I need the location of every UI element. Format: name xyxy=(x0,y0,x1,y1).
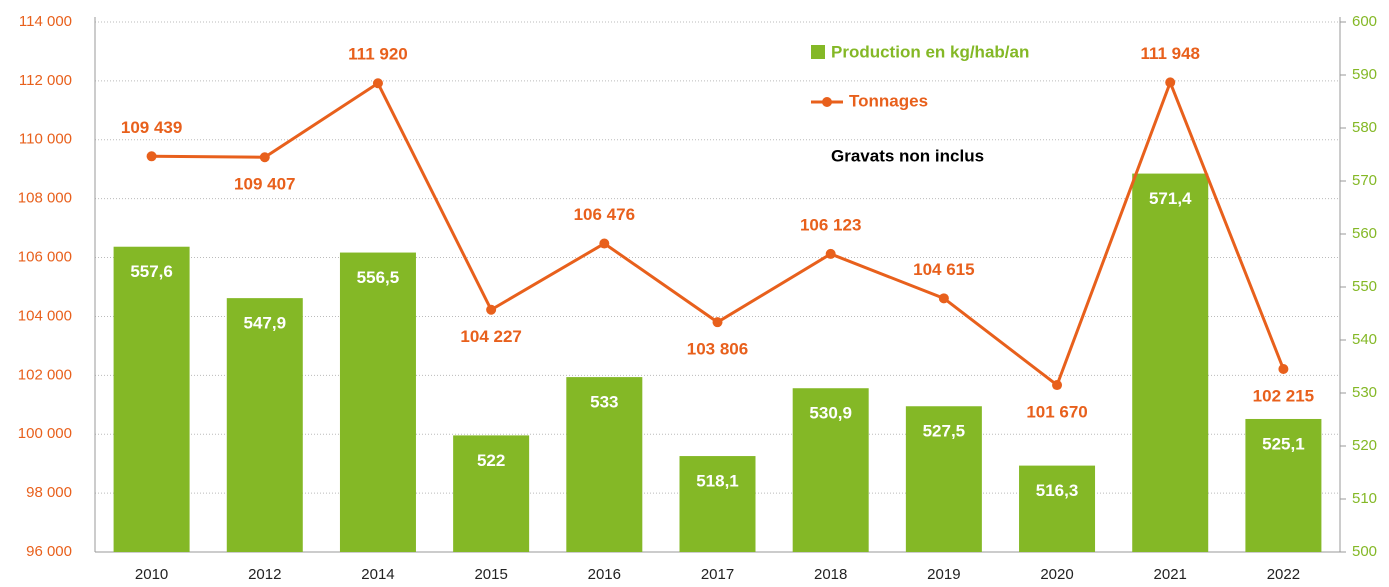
line-value-label: 109 407 xyxy=(234,175,295,194)
y-tick-label: 114 000 xyxy=(19,13,72,30)
x-tick-label: 2022 xyxy=(1267,566,1300,583)
legend-label: Tonnages xyxy=(849,91,928,110)
bar xyxy=(1245,418,1322,552)
bar-value-label: 527,5 xyxy=(923,422,966,441)
legend-swatch xyxy=(811,45,825,59)
bar-value-label: 516,3 xyxy=(1036,481,1079,500)
line-marker xyxy=(712,317,723,328)
line-marker xyxy=(146,151,157,162)
bar-value-label: 525,1 xyxy=(1262,434,1305,453)
y2-tick-label: 500 xyxy=(1352,543,1377,560)
y2-tick-label: 570 xyxy=(1352,172,1377,189)
y-tick-label: 112 000 xyxy=(19,72,72,89)
line-value-label: 106 476 xyxy=(574,205,635,224)
y-tick-label: 104 000 xyxy=(18,307,72,324)
line-marker xyxy=(372,78,383,89)
bar-value-label: 533 xyxy=(590,393,618,412)
y2-tick-label: 520 xyxy=(1352,437,1377,454)
line-marker xyxy=(1278,364,1289,375)
x-tick-label: 2012 xyxy=(248,566,281,583)
line-marker xyxy=(259,152,270,163)
bar xyxy=(1019,465,1096,552)
line-value-label: 104 227 xyxy=(460,327,521,346)
y2-tick-label: 580 xyxy=(1352,119,1377,136)
line-marker xyxy=(1052,380,1063,391)
x-tick-label: 2016 xyxy=(588,566,621,583)
y-tick-label: 98 000 xyxy=(26,484,72,501)
bar xyxy=(453,435,530,552)
x-tick-label: 2014 xyxy=(361,566,394,583)
line-value-label: 103 806 xyxy=(687,340,748,359)
x-tick-label: 2019 xyxy=(927,566,960,583)
line-value-label: 101 670 xyxy=(1026,403,1087,422)
x-tick-label: 2017 xyxy=(701,566,734,583)
bar-value-label: 571,4 xyxy=(1149,189,1192,208)
bar xyxy=(339,252,416,553)
y-tick-label: 108 000 xyxy=(18,190,72,207)
line-value-label: 111 920 xyxy=(348,45,408,64)
line-value-label: 104 615 xyxy=(913,260,974,279)
line-marker xyxy=(486,304,497,315)
line-value-label: 106 123 xyxy=(800,215,861,234)
annotation: Gravats non inclus xyxy=(831,146,984,165)
line-value-label: 111 948 xyxy=(1140,44,1200,63)
line-marker xyxy=(825,248,836,259)
bar-value-label: 547,9 xyxy=(243,314,286,333)
bar xyxy=(226,298,303,552)
bar xyxy=(905,406,982,552)
bar-value-label: 557,6 xyxy=(130,262,173,281)
line-marker xyxy=(599,238,610,249)
legend-marker xyxy=(822,97,832,107)
y-tick-label: 102 000 xyxy=(18,366,72,383)
line-marker xyxy=(938,293,949,304)
y2-tick-label: 600 xyxy=(1352,13,1377,30)
bar xyxy=(1132,173,1209,552)
y2-tick-label: 590 xyxy=(1352,66,1377,83)
y2-tick-label: 540 xyxy=(1352,331,1377,348)
bar xyxy=(792,388,869,552)
y-tick-label: 106 000 xyxy=(18,249,72,266)
bar-value-label: 556,5 xyxy=(357,268,400,287)
bar-value-label: 522 xyxy=(477,451,505,470)
x-tick-label: 2018 xyxy=(814,566,847,583)
x-tick-label: 2015 xyxy=(474,566,507,583)
bar-value-label: 518,1 xyxy=(696,472,739,491)
y2-tick-label: 530 xyxy=(1352,384,1377,401)
y-tick-label: 96 000 xyxy=(26,543,72,560)
x-tick-label: 2021 xyxy=(1154,566,1187,583)
y2-tick-label: 560 xyxy=(1352,225,1377,242)
legend-label: Production en kg/hab/an xyxy=(831,42,1029,61)
line-value-label: 109 439 xyxy=(121,118,182,137)
y2-tick-label: 550 xyxy=(1352,278,1377,295)
y2-tick-label: 510 xyxy=(1352,490,1377,507)
line-value-label: 102 215 xyxy=(1253,386,1314,405)
y-tick-label: 100 000 xyxy=(18,425,72,442)
x-tick-label: 2010 xyxy=(135,566,168,583)
bar-value-label: 530,9 xyxy=(809,404,852,423)
bar xyxy=(566,377,643,552)
y-tick-label: 110 000 xyxy=(19,131,72,148)
bar xyxy=(113,246,190,552)
bar xyxy=(679,456,756,552)
line-marker xyxy=(1165,77,1176,88)
x-tick-label: 2020 xyxy=(1040,566,1073,583)
